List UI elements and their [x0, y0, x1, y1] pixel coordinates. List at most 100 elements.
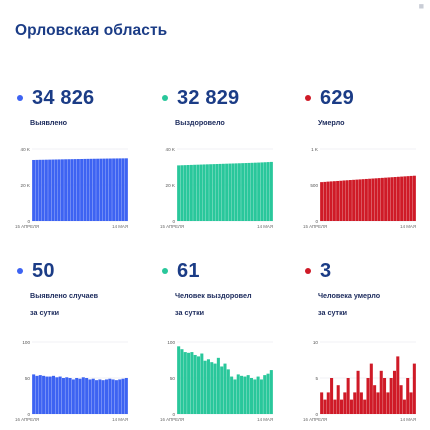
y-tick-label: 0	[27, 412, 30, 417]
chart-bar	[51, 159, 55, 221]
card-daily-detected: 50 Выявлено случаев за сутки 100 50 0 16 АП…	[15, 258, 155, 428]
chart-bar	[323, 399, 327, 414]
chart-bar	[266, 162, 270, 221]
chart-bar	[330, 378, 334, 414]
chart-bar	[115, 158, 119, 221]
chart-bar	[183, 165, 187, 221]
close-icon[interactable]: ■	[418, 1, 424, 11]
stat-label-line: Человек выздоровел	[175, 291, 252, 300]
chart-bar	[373, 385, 377, 414]
teal-dot-icon	[162, 268, 168, 274]
chart-bar	[186, 165, 190, 221]
chart-bar	[249, 378, 254, 414]
chart-bar	[323, 181, 327, 221]
chart-bar	[361, 179, 365, 221]
chart-bar	[51, 375, 56, 414]
chart-bar	[409, 175, 413, 221]
stat-value: 629	[320, 86, 354, 109]
chart-bar	[230, 376, 234, 414]
chart-bar	[86, 158, 90, 221]
chart-bar	[379, 370, 383, 414]
blue-dot-icon	[17, 268, 23, 274]
chart-bar	[396, 176, 400, 221]
chart-bar	[339, 399, 344, 414]
chart-bar	[352, 179, 356, 221]
chart-bar	[263, 375, 267, 414]
chart-bar	[399, 385, 403, 414]
chart-bar	[369, 363, 373, 414]
chart-bar	[196, 164, 200, 221]
stat-value: 3	[320, 259, 332, 282]
chart-bar	[32, 159, 36, 221]
chart-bar	[76, 159, 80, 221]
chart-bar	[326, 181, 330, 221]
stat-label-line: Человека умерло	[318, 291, 381, 300]
page-title: Орловская область	[15, 22, 168, 39]
chart-bar	[390, 177, 394, 221]
stat-value: 50	[32, 259, 55, 282]
chart-bar	[221, 163, 225, 221]
chart-bar	[355, 179, 359, 221]
chart-bar	[89, 158, 93, 221]
chart-bar	[60, 159, 64, 221]
chart-bar	[81, 377, 85, 414]
chart-bar	[105, 158, 109, 221]
chart-bar	[98, 379, 102, 414]
chart-bar	[332, 181, 336, 221]
y-tick-label: 10	[313, 340, 319, 345]
chart-bar	[95, 380, 99, 414]
chart-bar	[363, 399, 367, 414]
chart-recovered: 40 K 20 K 015 АПРЕЛЯ 14 МАЯ	[160, 147, 273, 229]
chart-bar	[348, 180, 352, 221]
chart-daily-detected: 100 50 016 АПРЕЛЯ 14 МАЯ	[15, 340, 128, 422]
chart-bar	[260, 162, 264, 221]
card-detected: 34 826 Выявлено 40 K 20 K 0 15 АПРЕЛЯ 14 МАЯ	[15, 85, 155, 235]
chart-bar	[402, 399, 406, 414]
blue-dot-icon	[17, 95, 23, 101]
chart-bar	[92, 158, 96, 221]
chart-bar	[336, 180, 340, 221]
chart-bar	[358, 179, 362, 221]
y-tick-label: 40 K	[166, 147, 176, 152]
chart-bar	[257, 162, 261, 221]
chart-bar	[101, 380, 105, 414]
chart-bar	[353, 392, 357, 414]
chart-bar	[203, 360, 207, 414]
chart-bar	[377, 178, 381, 221]
chart-bar	[124, 158, 128, 221]
chart-bar	[342, 180, 346, 221]
x-tick-label-start: 15 АПРЕЛЯ	[160, 224, 184, 229]
chart-bar	[73, 159, 77, 221]
chart-bar	[359, 392, 363, 414]
chart-bar	[70, 159, 74, 221]
chart-bar	[196, 356, 201, 414]
chart-bar	[376, 392, 380, 414]
chart-bar	[240, 375, 244, 414]
chart-bar	[212, 164, 216, 221]
chart-bar	[85, 378, 89, 414]
stat-label: Выздоровело	[175, 114, 225, 131]
x-tick-label-start: 15 АПРЕЛЯ	[303, 224, 327, 229]
chart-bar	[387, 177, 391, 221]
chart-bar	[320, 392, 324, 414]
chart-bar	[35, 159, 39, 221]
chart-bar	[177, 346, 181, 414]
x-tick-label-end: 14 МАЯ	[257, 224, 273, 229]
y-tick-label: 0	[172, 412, 175, 417]
chart-bar	[403, 176, 407, 221]
chart-bar	[234, 163, 238, 221]
chart-detected: 40 K 20 K 015 АПРЕЛЯ 14 МАЯ	[15, 147, 128, 229]
chart-bar	[343, 392, 347, 414]
stat-label-line: за сутки	[30, 308, 60, 317]
chart-bar	[102, 158, 106, 221]
chart-bar	[326, 392, 330, 414]
x-tick-label-end: 14 МАЯ	[400, 224, 416, 229]
chart-bar	[250, 162, 254, 221]
chart-bar	[216, 357, 220, 414]
chart-bar	[205, 164, 209, 221]
card-recovered: 32 829 Выздоровело 40 K 20 K 0 15 АПРЕЛЯ 14 …	[160, 85, 300, 235]
chart-bar	[339, 180, 343, 221]
chart-bar	[233, 379, 237, 414]
chart-bar	[68, 378, 72, 414]
